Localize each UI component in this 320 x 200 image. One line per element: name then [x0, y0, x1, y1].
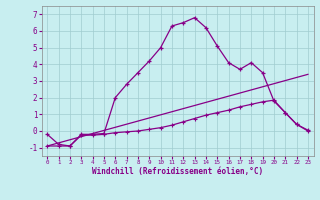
X-axis label: Windchill (Refroidissement éolien,°C): Windchill (Refroidissement éolien,°C): [92, 167, 263, 176]
